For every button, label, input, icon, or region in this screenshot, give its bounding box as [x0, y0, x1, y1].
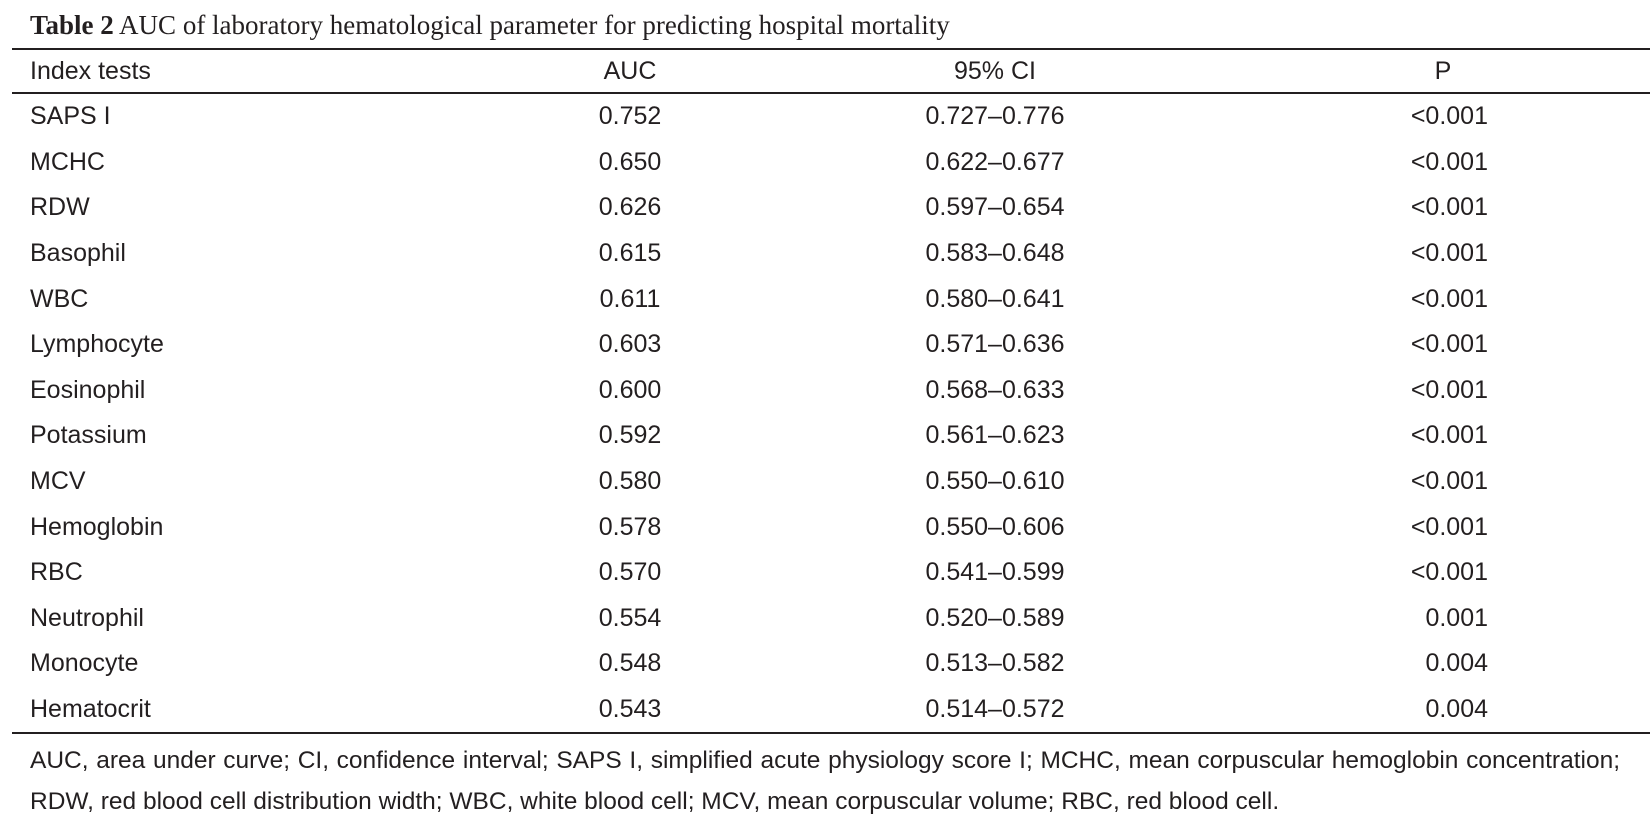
cell-index-test: Eosinophil: [30, 375, 146, 404]
cell-index-test: Monocyte: [30, 649, 139, 678]
header-p-label: P: [1434, 56, 1452, 85]
cell-auc: 0.611: [599, 284, 661, 313]
cell-95-ci: 0.513–0.582: [925, 649, 1065, 678]
table-row: Monocyte 0.548 0.513–0.582 0.004: [12, 641, 1650, 687]
cell-p: <0.001: [1230, 459, 1650, 505]
table-row: WBC 0.611 0.580–0.641 <0.001: [12, 276, 1650, 322]
cell-auc: 0.543: [598, 695, 662, 724]
table-row: Hematocrit 0.543 0.514–0.572 0.004: [12, 687, 1650, 734]
table-row: MCV 0.580 0.550–0.610 <0.001: [12, 459, 1650, 505]
table-row: Neutrophil 0.554 0.520–0.589 0.001: [12, 596, 1650, 642]
cell-p: <0.001: [1230, 368, 1650, 414]
table-row: Basophil 0.615 0.583–0.648 <0.001: [12, 231, 1650, 277]
cell-index-test: RDW: [30, 193, 90, 222]
table-figure: Table 2 AUC of laboratory hematological …: [12, 8, 1650, 822]
cell-p: <0.001: [1230, 550, 1650, 596]
cell-95-ci: 0.550–0.606: [925, 512, 1065, 541]
table-body: SAPS I 0.752 0.727–0.776 <0.001 MCHC 0.650 0.6…: [12, 93, 1650, 734]
header-95-ci: 95% CI: [954, 56, 1036, 85]
p-value: <0.001: [1410, 558, 1488, 587]
cell-95-ci: 0.580–0.641: [925, 284, 1065, 313]
p-value: <0.001: [1410, 147, 1488, 176]
cell-auc: 0.554: [598, 603, 662, 632]
table-row: Lymphocyte 0.603 0.571–0.636 <0.001: [12, 322, 1650, 368]
header-p: P: [1230, 49, 1650, 93]
cell-95-ci: 0.550–0.610: [925, 467, 1065, 496]
cell-95-ci: 0.727–0.776: [925, 102, 1065, 131]
table-caption: Table 2 AUC of laboratory hematological …: [12, 8, 1638, 48]
cell-p: <0.001: [1230, 93, 1650, 140]
table-footnote: AUC, area under curve; CI, confidence in…: [30, 747, 1620, 816]
cell-auc: 0.650: [598, 147, 662, 176]
cell-p: <0.001: [1230, 276, 1650, 322]
cell-index-test: Basophil: [30, 239, 126, 268]
cell-95-ci: 0.583–0.648: [925, 239, 1065, 268]
cell-p: <0.001: [1230, 140, 1650, 186]
cell-95-ci: 0.597–0.654: [925, 193, 1065, 222]
cell-auc: 0.752: [598, 102, 662, 131]
cell-auc: 0.603: [598, 330, 662, 359]
auc-table: Index tests AUC 95% CI P SAPS I 0.752 0.72…: [12, 48, 1650, 734]
cell-p: <0.001: [1230, 413, 1650, 459]
table-row: RBC 0.570 0.541–0.599 <0.001: [12, 550, 1650, 596]
p-value: 0.004: [1425, 649, 1488, 678]
cell-index-test: WBC: [30, 284, 89, 313]
cell-index-test: Lymphocyte: [30, 330, 164, 359]
cell-index-test: MCV: [30, 467, 86, 496]
p-value: <0.001: [1410, 102, 1488, 131]
p-value: <0.001: [1410, 512, 1488, 541]
table-row: Hemoglobin 0.578 0.550–0.606 <0.001: [12, 504, 1650, 550]
table-row: RDW 0.626 0.597–0.654 <0.001: [12, 185, 1650, 231]
cell-auc: 0.615: [598, 239, 662, 268]
cell-p: <0.001: [1230, 322, 1650, 368]
p-value: <0.001: [1410, 193, 1488, 222]
p-value: <0.001: [1410, 284, 1488, 313]
cell-index-test: RBC: [30, 558, 83, 587]
cell-95-ci: 0.541–0.599: [925, 558, 1065, 587]
cell-index-test: Neutrophil: [30, 603, 144, 632]
p-value: 0.001: [1425, 603, 1488, 632]
p-value: <0.001: [1410, 467, 1488, 496]
cell-auc: 0.592: [598, 421, 662, 450]
table-row: Potassium 0.592 0.561–0.623 <0.001: [12, 413, 1650, 459]
cell-p: <0.001: [1230, 504, 1650, 550]
p-value: <0.001: [1410, 239, 1488, 268]
cell-p: 0.001: [1230, 596, 1650, 642]
cell-index-test: MCHC: [30, 147, 105, 176]
cell-95-ci: 0.568–0.633: [925, 375, 1065, 404]
table-caption-text: AUC of laboratory hematological paramete…: [113, 10, 950, 40]
cell-95-ci: 0.514–0.572: [925, 695, 1065, 724]
p-value: <0.001: [1410, 330, 1488, 359]
table-row: MCHC 0.650 0.622–0.677 <0.001: [12, 140, 1650, 186]
cell-auc: 0.570: [598, 558, 662, 587]
cell-index-test: Potassium: [30, 421, 147, 450]
cell-p: 0.004: [1230, 641, 1650, 687]
table-caption-label: Table 2: [30, 10, 114, 40]
p-value: <0.001: [1410, 421, 1488, 450]
cell-auc: 0.600: [598, 375, 662, 404]
table-row: SAPS I 0.752 0.727–0.776 <0.001: [12, 93, 1650, 140]
cell-index-test: Hemoglobin: [30, 512, 164, 541]
cell-95-ci: 0.571–0.636: [925, 330, 1065, 359]
cell-auc: 0.578: [598, 512, 662, 541]
cell-95-ci: 0.520–0.589: [925, 603, 1065, 632]
header-index-tests: Index tests: [30, 56, 151, 85]
p-value: 0.004: [1425, 695, 1488, 724]
header-auc: AUC: [603, 56, 657, 85]
cell-p: 0.004: [1230, 687, 1650, 734]
table-row: Eosinophil 0.600 0.568–0.633 <0.001: [12, 368, 1650, 414]
cell-95-ci: 0.561–0.623: [925, 421, 1065, 450]
cell-p: <0.001: [1230, 231, 1650, 277]
cell-p: <0.001: [1230, 185, 1650, 231]
cell-auc: 0.580: [598, 467, 662, 496]
cell-index-test: SAPS I: [30, 102, 111, 131]
table-header-row: Index tests AUC 95% CI P: [12, 49, 1650, 93]
cell-95-ci: 0.622–0.677: [925, 147, 1065, 176]
cell-auc: 0.548: [598, 649, 662, 678]
cell-auc: 0.626: [598, 193, 662, 222]
p-value: <0.001: [1410, 375, 1488, 404]
cell-index-test: Hematocrit: [30, 695, 151, 724]
